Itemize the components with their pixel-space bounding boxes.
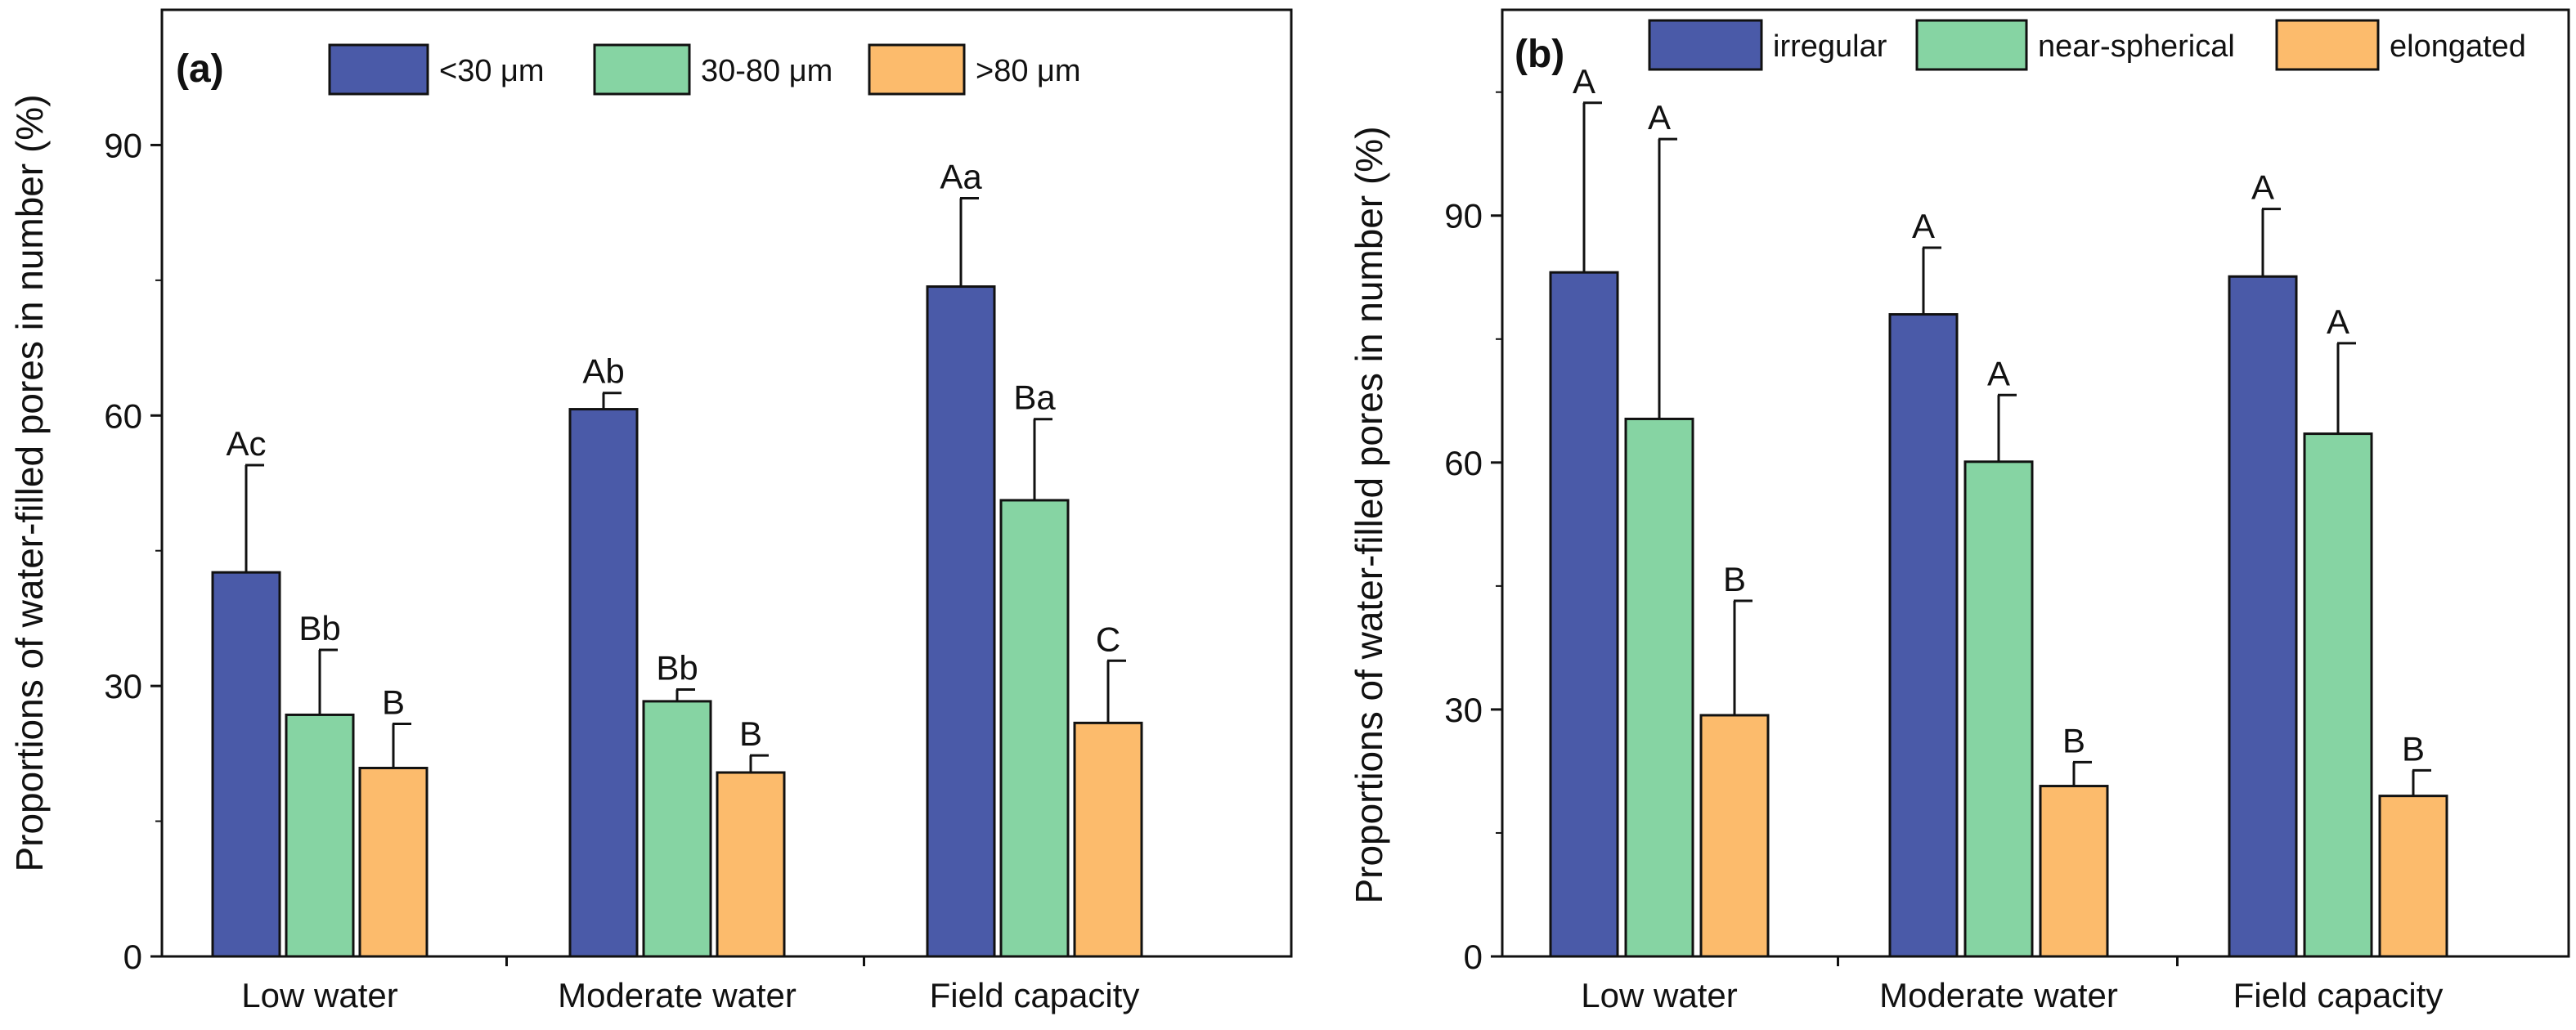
bars-b: A A A A A A B B B xyxy=(1549,62,2448,958)
significance-letter: A xyxy=(2251,168,2274,207)
legend-swatch xyxy=(1915,19,2028,71)
y-axis-label-b: Proportions of water-filled pores in num… xyxy=(1348,126,1390,903)
x-tick-label: Low water xyxy=(241,976,397,1014)
significance-letter: B xyxy=(739,714,762,753)
y-tick-label: 90 xyxy=(104,126,142,164)
legend-swatch xyxy=(593,43,691,96)
bar xyxy=(1699,714,1770,958)
bar xyxy=(568,408,639,958)
significance-letter: Ac xyxy=(226,424,266,463)
panel-label-b: (b) xyxy=(1515,33,1564,76)
chart-panel-b: (b) Proportions of water-filled pores in… xyxy=(1348,8,2570,1014)
bar xyxy=(1073,721,1143,958)
significance-letter: B xyxy=(2062,721,2085,759)
bar xyxy=(1963,460,2034,958)
legend-label: irregular xyxy=(1773,29,1887,64)
y-tick-label: 30 xyxy=(104,667,142,705)
bar xyxy=(1549,271,1619,958)
significance-letter: A xyxy=(1987,354,2010,392)
significance-letter: Ab xyxy=(582,352,624,391)
y-tick-label: 60 xyxy=(1444,444,1483,482)
significance-letter: A xyxy=(1648,98,1671,137)
x-ticks-a: Low water Moderate water Field capacity xyxy=(241,956,1139,1014)
significance-letter: B xyxy=(382,683,405,721)
significance-letter: A xyxy=(1912,207,1935,245)
x-tick-label: Low water xyxy=(1581,976,1737,1014)
legend-swatch xyxy=(328,43,429,96)
legend-label: elongated xyxy=(2390,29,2526,64)
bar xyxy=(2378,795,2448,958)
significance-letter: A xyxy=(1573,62,1595,101)
x-tick-label: Moderate water xyxy=(558,976,797,1014)
x-tick-label: Field capacity xyxy=(930,976,1140,1014)
bar xyxy=(926,285,996,958)
x-ticks-b: Low water Moderate water Field capacity xyxy=(1581,956,2443,1014)
bar xyxy=(716,771,786,958)
bar xyxy=(2303,432,2373,958)
chart-panel-a: (a) Proportions of water-filled pores in… xyxy=(8,8,1293,1014)
legend-label: >80 μm xyxy=(976,54,1081,88)
significance-letter: B xyxy=(1723,560,1746,598)
y-ticks-a: 0 30 60 90 xyxy=(104,126,162,976)
bar xyxy=(285,713,355,958)
bar xyxy=(999,499,1070,958)
significance-letter: C xyxy=(1096,620,1120,658)
bar xyxy=(211,571,281,958)
bar xyxy=(642,700,712,958)
legend-label: near-spherical xyxy=(2038,29,2235,64)
significance-letter: Bb xyxy=(298,609,340,647)
bar xyxy=(2228,275,2298,958)
y-tick-label: 30 xyxy=(1444,691,1483,729)
y-tick-label: 0 xyxy=(1464,938,1483,976)
legend-label: <30 μm xyxy=(439,54,545,88)
bar xyxy=(2039,785,2109,958)
significance-letter: Aa xyxy=(940,157,982,195)
x-tick-label: Field capacity xyxy=(2233,976,2444,1014)
x-tick-label: Moderate water xyxy=(1879,976,2118,1014)
bar xyxy=(358,767,429,958)
panel-label-a: (a) xyxy=(176,47,224,91)
bar xyxy=(1624,417,1694,958)
legend-a: <30 μm 30-80 μm >80 μm xyxy=(328,43,1081,96)
y-tick-label: 60 xyxy=(104,396,142,435)
significance-letter: Bb xyxy=(656,649,698,687)
y-tick-label: 90 xyxy=(1444,197,1483,235)
y-ticks-b: 0 30 60 90 xyxy=(1444,91,1502,976)
y-tick-label: 0 xyxy=(123,938,142,976)
legend-swatch xyxy=(868,43,966,96)
significance-letter: A xyxy=(2327,302,2349,341)
legend-label: 30-80 μm xyxy=(701,54,832,88)
bar xyxy=(1888,313,1959,958)
legend-swatch xyxy=(1648,19,1763,71)
significance-letter: Ba xyxy=(1013,378,1056,417)
bars-a: Ac Ab Aa Bb Bb Ba B B C xyxy=(211,157,1143,958)
y-axis-label-a: Proportions of water-filled pores in num… xyxy=(8,94,51,871)
significance-letter: B xyxy=(2402,729,2425,768)
legend-b: irregular near-spherical elongated xyxy=(1648,19,2526,71)
legend-swatch xyxy=(2275,19,2380,71)
plot-frame-b xyxy=(1501,8,2570,958)
